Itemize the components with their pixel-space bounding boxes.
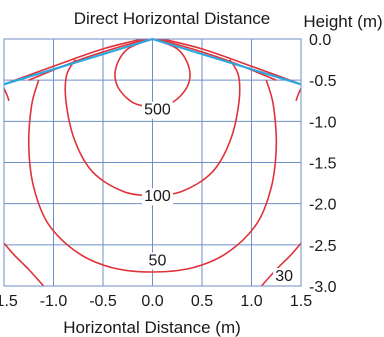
x-tick-label-1: -1.0: [40, 293, 68, 310]
contour-label-bg-500: [141, 101, 173, 119]
y-tick-label-4: -2.0: [309, 197, 337, 214]
contour-wing-1: [28, 38, 148, 81]
contour-label-bg-30: [273, 268, 296, 286]
contour-50: [27, 79, 278, 273]
y-tick-labels: 0.0 -0.5 -1.0 -1.5 -2.0 -2.5 -3.0: [309, 32, 337, 296]
chart-title: Direct Horizontal Distance: [74, 9, 271, 28]
contour-labels: 500 100 50 30: [141, 101, 296, 286]
y-tick-label-1: -0.5: [309, 73, 337, 90]
y-tick-label-3: -1.5: [309, 156, 337, 173]
y-tick-label-2: -1.0: [309, 114, 337, 131]
x-axis-label: Horizontal Distance (m): [63, 318, 241, 337]
contour-label-50: 50: [149, 252, 167, 269]
contour-label-bg-50: [146, 252, 169, 270]
contour-label-500: 500: [144, 102, 171, 119]
contour-label-100: 100: [144, 188, 171, 205]
contour-30-left: [3, 242, 45, 287]
contour-wing-3: [157, 38, 277, 81]
y-tick-label-5: -2.5: [309, 238, 337, 255]
contour-edge-5: [295, 88, 302, 102]
grid: [3, 38, 302, 287]
x-tick-labels: -1.5 -1.0 -0.5 0.0 0.5 1.0 1.5: [0, 293, 312, 310]
contour-edge-4: [3, 88, 10, 102]
x-tick-label-5: 1.0: [240, 293, 262, 310]
x-tick-label-2: -0.5: [89, 293, 117, 310]
contour-wing-0: [3, 38, 143, 86]
y-axis-label: Height (m): [303, 12, 382, 31]
x-tick-label-6: 1.5: [290, 293, 312, 310]
y-tick-label-6: -3.0: [309, 279, 337, 296]
contour-30-right: [260, 242, 302, 287]
plot-frame: [3, 38, 302, 287]
contour-label-bg-100: [141, 188, 173, 206]
y-tick-label-0: 0.0: [309, 32, 331, 49]
x-tick-label-0: -1.5: [0, 293, 18, 310]
contours: [3, 38, 302, 287]
x-tick-label-3: 0.0: [141, 293, 163, 310]
contour-label-30: 30: [275, 268, 293, 285]
x-tick-label-4: 0.5: [191, 293, 213, 310]
contour-wing-2: [162, 38, 302, 86]
